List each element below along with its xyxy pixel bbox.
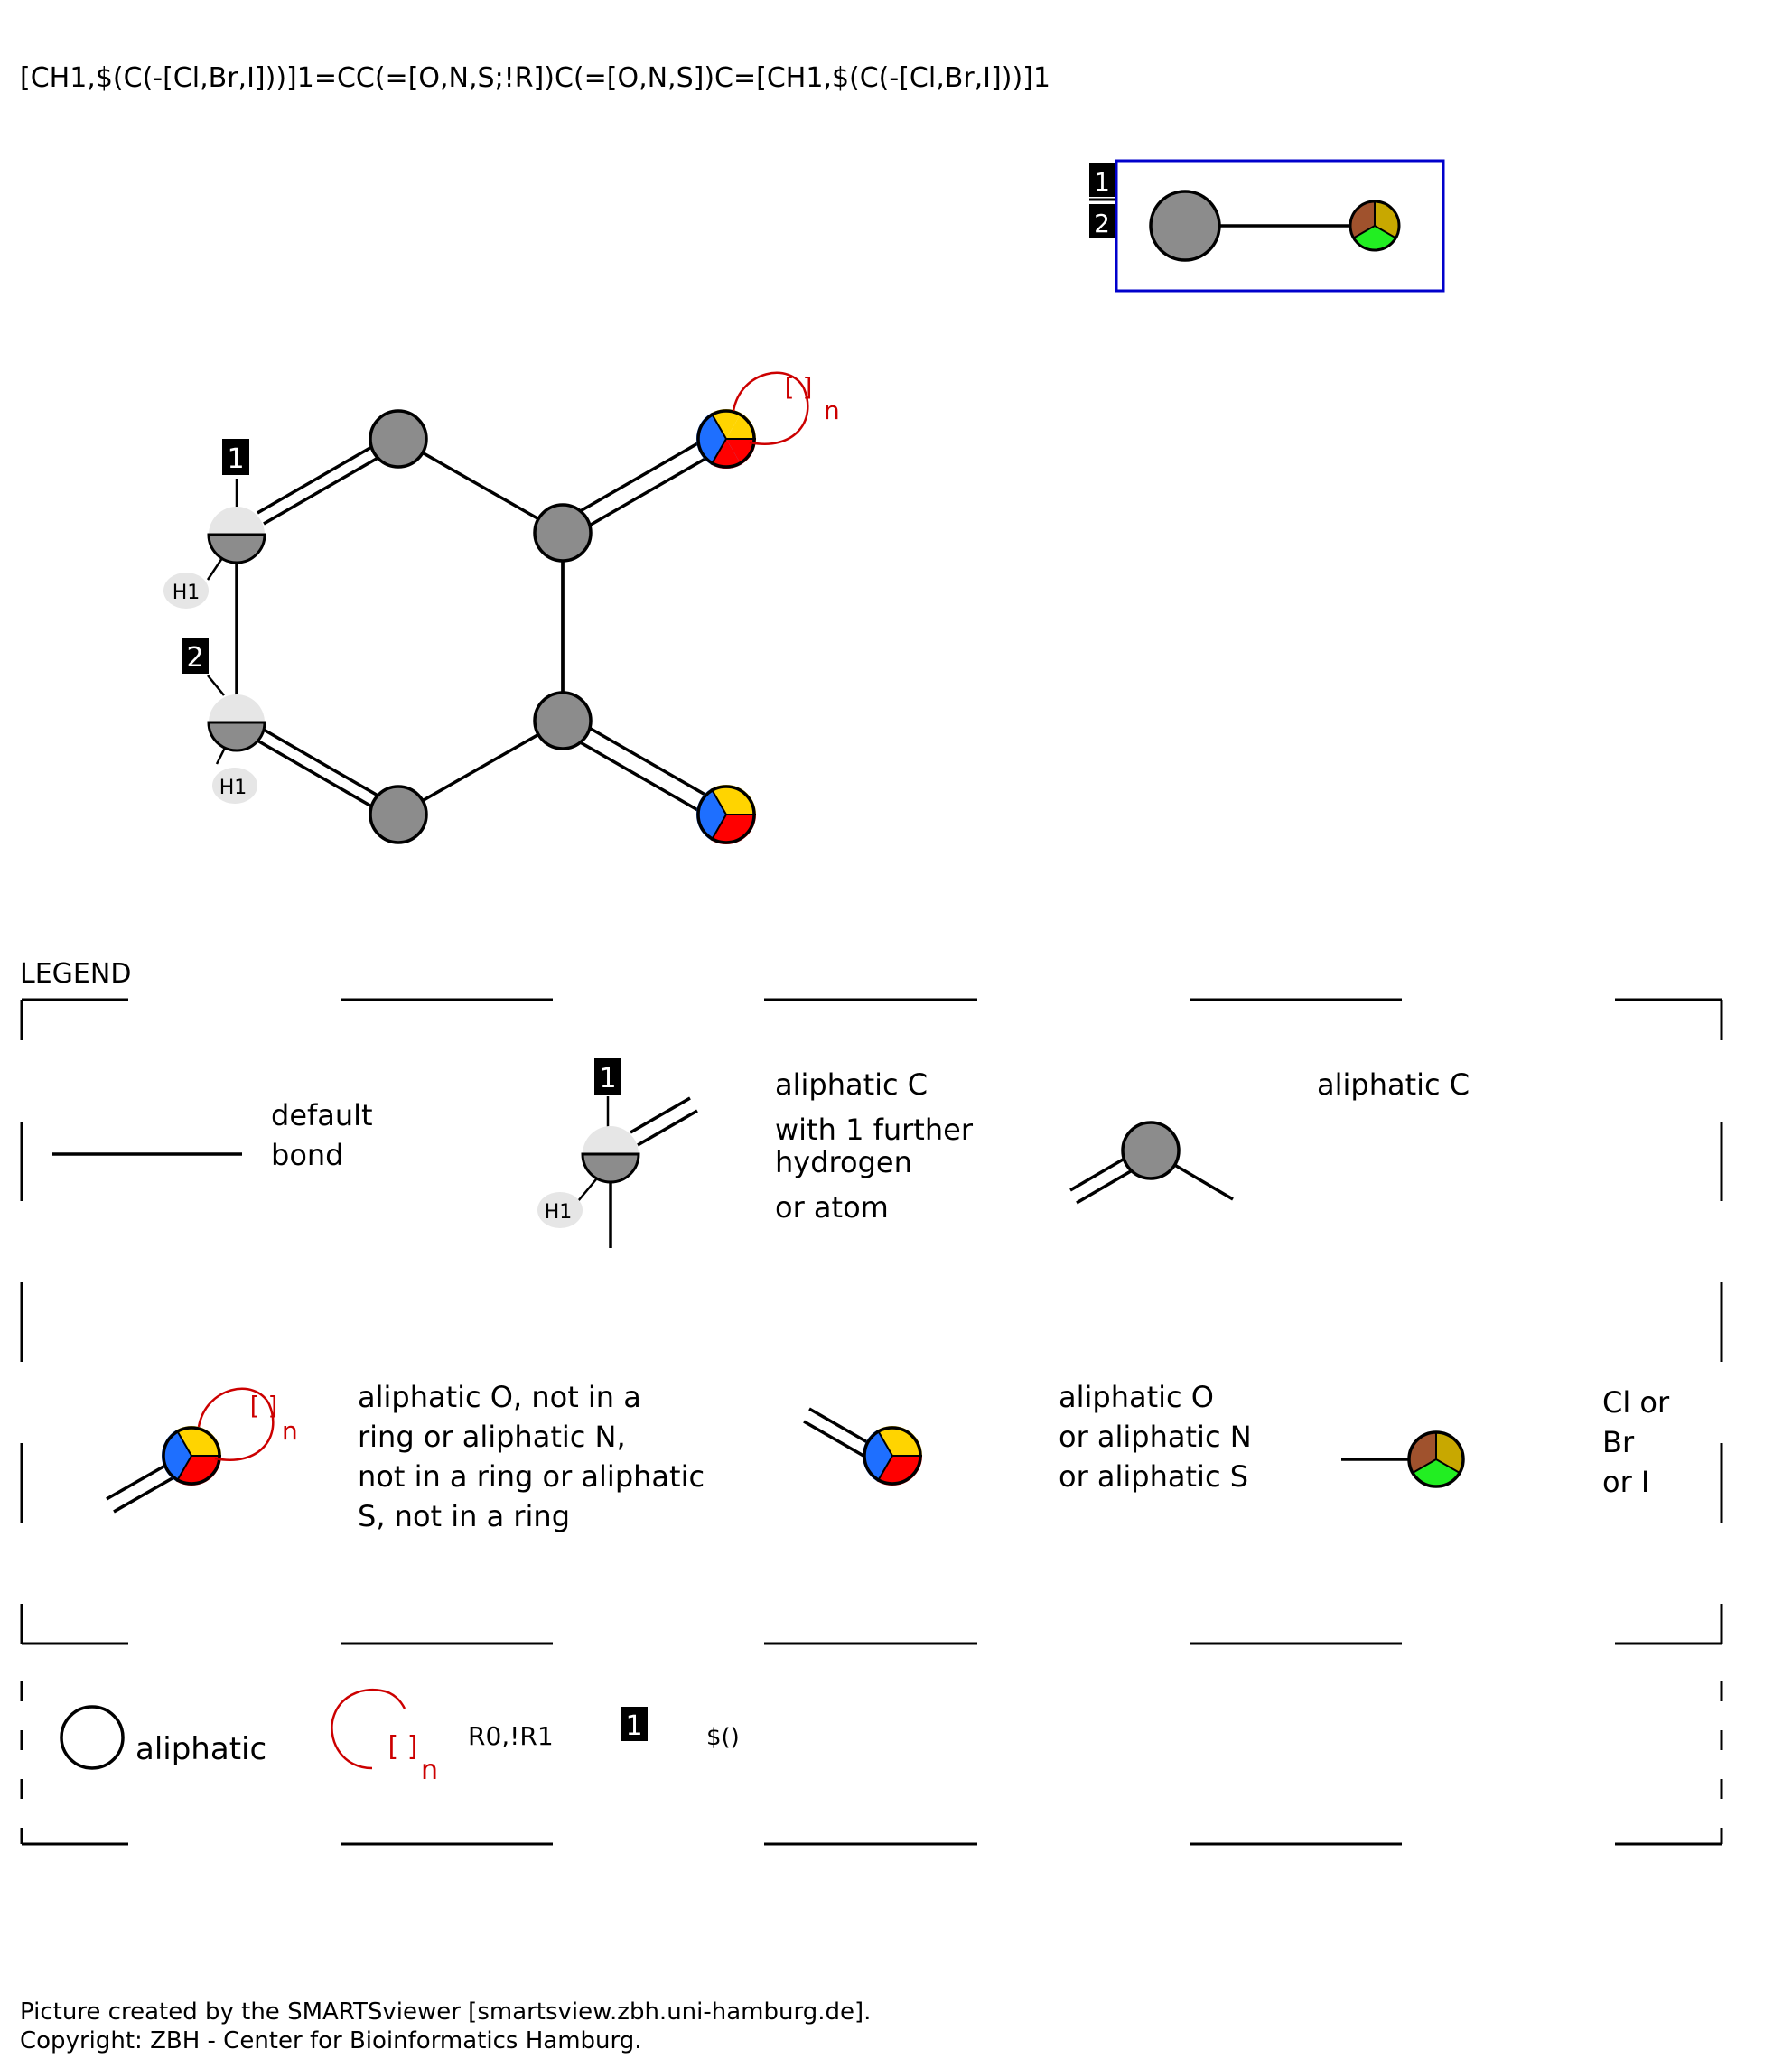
legend-halogen-symbol (1341, 1430, 1465, 1488)
tag-2-box-main (182, 638, 209, 674)
h-badge-2 (212, 768, 257, 804)
tag-1-box (1089, 163, 1115, 197)
molecule: H1 H1 1 2 (163, 371, 840, 845)
carbon-4 (533, 691, 593, 750)
h-line-1 (206, 557, 224, 581)
legend-ring-bracket-2: [ ] (388, 1731, 418, 1763)
legend-ring-bracket: [ ] (250, 1391, 278, 1421)
recursive-frame (1115, 159, 1445, 293)
legend-tag-box-bottom (621, 1707, 648, 1741)
h-label-2: H1 (219, 777, 247, 799)
legend-ch-label-2: with 1 further (775, 1113, 974, 1147)
legend-tag-1: 1 (599, 1063, 616, 1095)
legend-ons-label-2: or aliphatic N (1059, 1420, 1252, 1454)
legend-halogen-label-2: Br (1602, 1425, 1635, 1459)
legend-ch-label-3: hydrogen (775, 1145, 912, 1179)
legend-ons-ring-label-3: not in a ring or aliphatic (358, 1459, 705, 1494)
legend-recursive-label: $() (706, 1724, 740, 1751)
ons-atom-bottom (695, 784, 756, 845)
legend-ring-n-2: n (421, 1755, 438, 1786)
footer-line-2: Copyright: ZBH - Center for Bioinformati… (20, 2027, 642, 2054)
double-bond-6a (263, 728, 393, 806)
legend-ch-symbol: 1 H1 (537, 1058, 698, 1248)
recursive-smarts-box: 1 2 (1089, 159, 1445, 293)
tag-2: 2 (1094, 209, 1110, 238)
h-label-1: H1 (173, 582, 201, 604)
ring-bracket-top: [ ] (785, 372, 813, 402)
legend-ons-ring-label-2: ring or aliphatic N, (358, 1420, 626, 1454)
tag-1: 1 (1094, 167, 1110, 197)
legend-default-bond-label-2: bond (271, 1138, 343, 1172)
footer-line-1: Picture created by the SMARTSviewer [sma… (20, 1998, 871, 2026)
legend-halogen-label-1: Cl or (1602, 1385, 1670, 1420)
legend-c-symbol (1069, 1121, 1234, 1205)
tag-2-main: 2 (186, 642, 203, 674)
tag-1-main: 1 (227, 443, 244, 475)
legend-ch-label-4: or atom (775, 1190, 889, 1225)
double-bond-1a (257, 437, 387, 515)
legend-title: LEGEND (20, 958, 131, 990)
ring-n-top: n (824, 396, 840, 425)
legend-ring-n: n (282, 1416, 298, 1446)
double-bond-o2b (557, 728, 702, 814)
double-bond-o1a (557, 440, 702, 526)
carbon-2 (369, 409, 428, 469)
h-badge-1 (163, 573, 209, 609)
legend-ons-symbol (803, 1407, 922, 1486)
smarts-string: [CH1,$(C(-[Cl,Br,I]))]1=CC(=[O,N,S;!R])C… (20, 62, 1050, 94)
legend-ons-label-1: aliphatic O (1059, 1380, 1214, 1414)
tag-line-2 (207, 675, 225, 696)
legend-halogen-label-3: or I (1602, 1465, 1649, 1499)
carbon-3 (533, 503, 593, 563)
ring-loop-top (732, 371, 809, 445)
bond-2 (397, 437, 564, 535)
legend-ons-label-3: or aliphatic S (1059, 1459, 1248, 1494)
legend-ons-ring-symbol: [ ] n (106, 1387, 298, 1514)
legend-tag-bottom: 1 (625, 1710, 642, 1742)
carbon-5 (369, 785, 428, 844)
double-bond-6b (257, 739, 387, 816)
legend-ons-ring-label-1: aliphatic O, not in a (358, 1380, 641, 1414)
ons-atom-top (696, 408, 756, 470)
legend-c-label: aliphatic C (1317, 1067, 1470, 1102)
legend-ch-label-1: aliphatic C (775, 1067, 928, 1102)
ch-atom-1 (207, 507, 266, 564)
bond-5 (397, 719, 564, 816)
tag-1-box-main (222, 439, 249, 475)
carbon-atom (1149, 190, 1221, 262)
double-bond-1b (263, 448, 393, 526)
ch-atom-2 (207, 694, 266, 752)
legend-aliphatic-label: aliphatic (135, 1731, 266, 1767)
legend-default-bond-label-1: default (271, 1098, 373, 1132)
tag-2-box (1089, 204, 1115, 238)
legend-h-label: H1 (545, 1201, 573, 1224)
legend-aliphatic-circle (60, 1705, 125, 1770)
legend-ring-label: R0,!R1 (468, 1721, 554, 1751)
legend-frame (20, 998, 1723, 1846)
halogen-atom (1349, 200, 1401, 252)
legend-ons-ring-label-4: S, not in a ring (358, 1499, 570, 1533)
legend-ring-symbol (331, 1688, 406, 1770)
